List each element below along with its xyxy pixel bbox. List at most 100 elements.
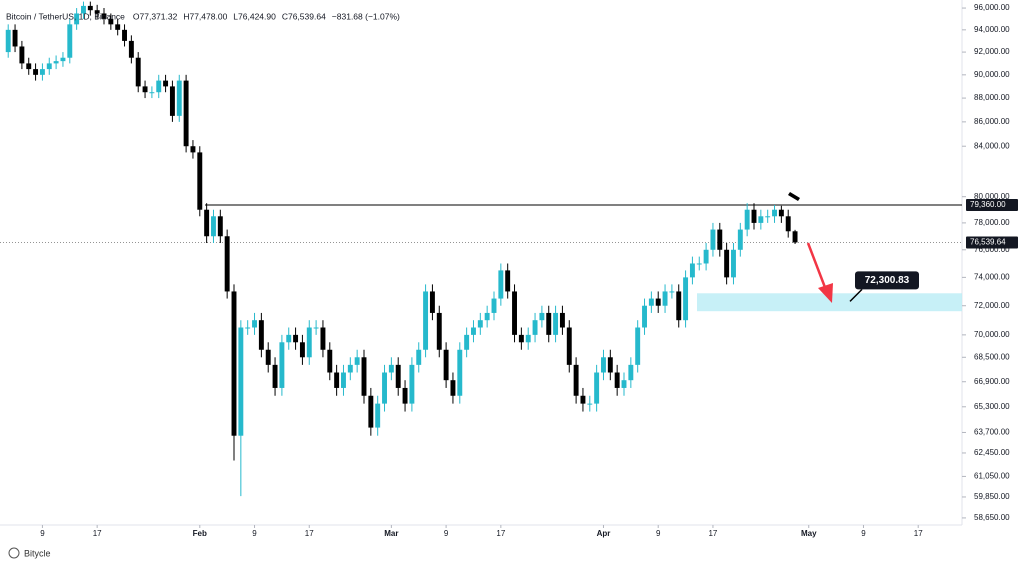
ohlc-legend: H77,478.00 (183, 11, 227, 21)
x-tick-label: Mar (384, 529, 398, 538)
drawing-icon (788, 192, 800, 201)
candle-body (320, 327, 326, 350)
candle-body (477, 320, 483, 328)
candle-body (286, 334, 292, 343)
candle-body (457, 349, 463, 396)
candle-body (621, 380, 627, 388)
y-tick-label: 62,450.00 (974, 448, 1010, 457)
candle-body (436, 312, 442, 350)
ohlc-legend: L76,424.90 (233, 11, 276, 21)
candle-body (156, 80, 162, 93)
candle-body (299, 342, 305, 358)
target-pointer (849, 288, 863, 302)
candle-body (94, 10, 100, 14)
candle-body (429, 291, 435, 313)
candle-body (566, 327, 572, 365)
candle-body (252, 320, 257, 328)
candle-body (231, 291, 237, 436)
candle-body (265, 349, 271, 365)
x-tick-label: 9 (40, 529, 45, 538)
x-tick-label: 17 (93, 529, 102, 538)
last-price-label: 76,539.64 (970, 238, 1006, 247)
watermark-icon (8, 547, 20, 559)
candle-body (169, 86, 175, 116)
candle-body (525, 334, 531, 343)
y-tick-label: 61,050.00 (974, 472, 1010, 481)
y-tick-label: 88,000.00 (974, 93, 1010, 102)
y-tick-label: 94,000.00 (974, 25, 1010, 34)
candle-body (327, 349, 333, 373)
y-tick-label: 78,000.00 (974, 218, 1010, 227)
candle-body (26, 63, 32, 70)
candle-body (258, 320, 264, 350)
candle-body (471, 327, 476, 335)
candle-body (642, 305, 647, 328)
candle-body (149, 92, 155, 94)
target-label: 72,300.83 (865, 275, 910, 286)
candle-body (293, 334, 299, 343)
candle-body (559, 312, 565, 328)
candle-body (751, 209, 757, 223)
ohlc-legend: −831.68 (−1.07%) (332, 11, 400, 21)
candle-body (635, 327, 641, 365)
candle-body (81, 5, 86, 14)
candle-body (33, 69, 39, 75)
candle-body (689, 263, 695, 278)
y-tick-label: 72,000.00 (974, 301, 1010, 310)
candle-body (176, 80, 182, 116)
y-tick-label: 80,000.00 (974, 192, 1010, 201)
candle-body (491, 298, 497, 313)
candle-body (505, 270, 511, 292)
candle-body (115, 24, 121, 30)
y-tick-label: 59,850.00 (974, 492, 1010, 501)
y-tick-label: 58,650.00 (974, 513, 1010, 522)
candle-body (53, 61, 59, 64)
candle-body (758, 216, 764, 223)
level-label-box (966, 199, 1018, 212)
candle-body (135, 57, 141, 87)
ohlc-legend: O77,371.32 (133, 11, 178, 21)
candle-body (498, 270, 504, 299)
candle-body (539, 312, 545, 321)
candle-body (388, 364, 394, 373)
candle-body (245, 327, 251, 329)
candle-body (375, 403, 381, 428)
candle-body (197, 152, 203, 210)
x-tick-label: 9 (656, 529, 661, 538)
candle-body (669, 291, 675, 293)
x-tick-label: 9 (861, 529, 866, 538)
forecast-arrow (806, 242, 828, 291)
y-tick-label: 96,000.00 (974, 3, 1010, 12)
candle-body (744, 209, 750, 230)
ohlc-legend: C76,539.64 (282, 11, 326, 21)
candle-body (703, 249, 709, 264)
y-tick-label: 63,700.00 (974, 428, 1010, 437)
candle-body (74, 13, 80, 25)
candle-body (39, 69, 45, 75)
candle-body (142, 86, 148, 93)
y-tick-label: 76,000.00 (974, 245, 1010, 254)
chart-title: Bitcoin / TetherUS, 1D, Binance (6, 11, 125, 21)
y-tick-label: 65,300.00 (974, 402, 1010, 411)
x-tick-label: 17 (305, 529, 314, 538)
candle-body (662, 291, 668, 306)
candle-body (361, 357, 367, 396)
x-tick-label: May (801, 529, 817, 538)
candle-body (128, 40, 134, 58)
level-label: 79,360.00 (970, 200, 1006, 209)
candle-body (573, 364, 579, 396)
candle-body (306, 327, 312, 358)
candle-body (402, 387, 408, 404)
last-price-box (966, 236, 1018, 249)
candle-body (279, 342, 285, 388)
candle-body (12, 29, 18, 47)
candle-body (409, 364, 415, 404)
candle-body (717, 229, 723, 250)
candle-body (368, 395, 374, 428)
candle-body (614, 372, 620, 388)
candle-body (238, 327, 244, 436)
candle-body (101, 13, 107, 19)
candle-body (19, 46, 25, 64)
candle-body (518, 334, 524, 343)
